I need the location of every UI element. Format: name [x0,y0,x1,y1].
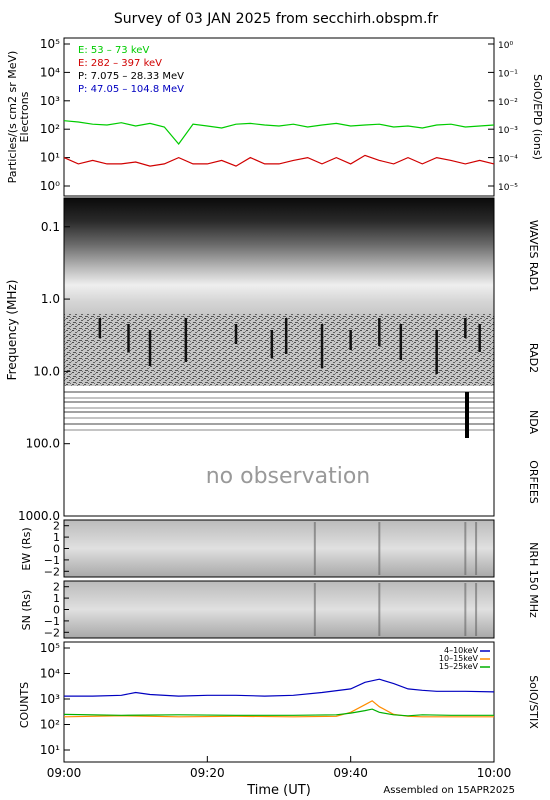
orfees-panel [64,438,494,516]
epd-left-tick-label: 10⁵ [40,37,60,51]
nrh-tick-label: 2 [53,520,60,533]
stix-tick-label: 10¹ [40,743,60,757]
rad1-label: WAVES RAD1 [527,220,540,292]
epd-right-tick-label: 10⁻¹ [498,69,518,79]
radio-tick-label: 1.0 [41,292,60,306]
stix-legend-entry: 10–15keV [439,654,479,663]
nrh-tick-label: 0 [53,543,60,556]
epd-right-tick-label: 10⁻³ [498,126,518,136]
radio-ylabel: Frequency (MHz) [5,280,19,381]
nrh-marks [313,522,478,636]
radio-frame [63,197,495,517]
epd-right-tick-label: 10⁻⁵ [498,183,518,193]
stix-tick-label: 10⁵ [40,641,60,655]
x-tick-label: 10:00 [477,766,512,780]
rad1-spectrogram [64,198,494,314]
epd-right-tick-label: 10⁻² [498,98,518,108]
stix-series-line-0 [64,678,495,697]
footer-assembled: Assembled on 15APR2025 [383,785,515,796]
nrh-ew-image [64,520,494,577]
stix-series [63,678,495,718]
nrh-tick-label: −2 [44,565,60,578]
rad2-bursts [98,318,481,374]
nda-label: NDA [527,410,540,435]
radio-tick-label: 1000.0 [18,509,60,523]
epd-legend-entry: E: 282 – 397 keV [78,58,162,69]
epd-ylabel-electrons: Electrons [18,91,31,142]
epd-legend-entry: E: 53 – 73 keV [78,45,149,56]
nrh-tick-label: 1 [53,531,60,544]
nrh-tick-label: −1 [44,554,60,567]
stix-frame [63,641,495,763]
x-tick-label: 09:40 [333,766,368,780]
epd-left-tick-label: 10² [40,122,60,136]
epd-ylabel: Particles/(s cm2 sr MeV) [6,51,19,184]
epd-right-axis: 10⁻⁵ 10⁻⁴ 10⁻³ 10⁻² 10⁻¹ 10⁰ [488,41,518,193]
nrh-tick-label: 0 [53,604,60,617]
epd-left-tick-label: 10¹ [40,151,60,165]
nrh-ew-label: EW (Rs) [20,527,33,570]
radio-y-axis: 0.1 1.0 10.0 100.0 1000.0 [18,220,70,523]
nrh-tick-label: −2 [44,626,60,639]
epd-series-line-1 [63,154,495,167]
x-axis-label: Time (UT) [246,783,311,798]
stix-right-label: SolO/STIX [527,675,540,729]
nrh-right-label: NRH 150 MHz [527,542,540,618]
nrh-sn-image [64,581,494,638]
stix-tick-label: 10⁴ [40,667,60,681]
radio-tick-label: 10.0 [33,364,60,378]
epd-series-line-0 [63,120,495,145]
nrh-tick-label: 2 [53,581,60,594]
stix-legend-entry: 4–10keV [444,646,479,655]
epd-legend-entry: P: 47.05 – 104.8 MeV [78,84,184,95]
nrh-tick-label: −1 [44,615,60,628]
epd-legend: E: 53 – 73 keV E: 282 – 397 keV P: 7.075 –… [78,45,184,95]
epd-frame [63,37,495,197]
stix-tick-label: 10² [40,718,60,732]
time-axis: 09:00 09:20 09:40 10:00 [47,756,512,780]
radio-panel: no observation Frequency (MHz) 0.1 1.0 10.… [5,197,540,523]
no-observation-label: no observation [206,464,371,489]
stix-ylabel: COUNTS [18,682,31,728]
rad2-spectrogram [64,314,494,386]
radio-tick-label: 0.1 [41,220,60,234]
epd-legend-entry: P: 7.075 – 28.33 MeV [78,71,184,82]
stix-series-line-1 [63,700,494,718]
stix-tick-label: 10³ [40,692,60,706]
nrh-sn-label: SN (Rs) [20,590,33,631]
rad2-label: RAD2 [527,343,540,373]
epd-right-label: SolO/EPD (ions) [531,74,544,160]
radio-tick-label: 100.0 [26,437,60,451]
epd-right-tick-label: 10⁰ [498,41,513,51]
x-tick-label: 09:00 [47,766,82,780]
epd-left-tick-label: 10³ [40,94,60,108]
epd-left-tick-label: 10⁴ [40,65,60,79]
epd-left-axis: 10⁰ 10¹ 10² 10³ 10⁴ 10⁵ [40,37,70,193]
stix-y-axis: 10¹ 10² 10³ 10⁴ 10⁵ [40,641,70,757]
epd-left-tick-label: 10⁰ [40,179,60,193]
epd-right-tick-label: 10⁻⁴ [498,155,518,165]
x-tick-label: 09:20 [190,766,225,780]
orfees-label: ORFEES [527,460,540,504]
stix-series-line-2 [63,708,494,717]
figure-title: Survey of 03 JAN 2025 from secchirh.obsp… [114,11,438,27]
nda-lines [64,391,494,438]
nrh-tick-label: 1 [53,592,60,605]
stix-legend-entry: 15–25keV [439,662,479,671]
epd-series [63,120,495,167]
